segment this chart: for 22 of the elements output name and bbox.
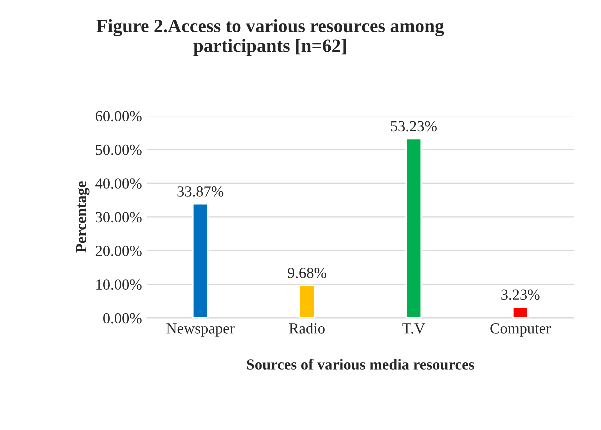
x-axis-title: Sources of various media resources (247, 358, 474, 370)
x-tick-label: T.V (402, 324, 426, 334)
bar (512, 306, 529, 318)
y-tick-label: 0.00% (104, 313, 142, 324)
y-tick-label: 20.00% (96, 246, 142, 256)
y-tick-label: 30.00% (96, 212, 142, 223)
data-label: 33.87% (178, 186, 224, 197)
chart-title: Figure 2.Access to various resources among participants [n=62] (96, 19, 444, 56)
y-tick-label: 60.00% (96, 111, 142, 122)
bar (299, 284, 316, 318)
data-label: 53.23% (391, 121, 437, 132)
y-axis-title: Percentage (76, 182, 90, 253)
data-label: 3.23% (502, 290, 540, 300)
bar (406, 138, 422, 318)
x-tick-label: Newspaper (166, 324, 235, 337)
y-tick-label: 40.00% (96, 178, 142, 189)
data-label: 9.68% (288, 268, 326, 278)
y-tick-label: 10.00% (96, 280, 142, 290)
y-tick-label: 50.00% (96, 144, 142, 156)
x-tick-label: Computer (490, 324, 552, 337)
x-tick-label: Radio (289, 323, 325, 334)
bar (192, 203, 209, 318)
